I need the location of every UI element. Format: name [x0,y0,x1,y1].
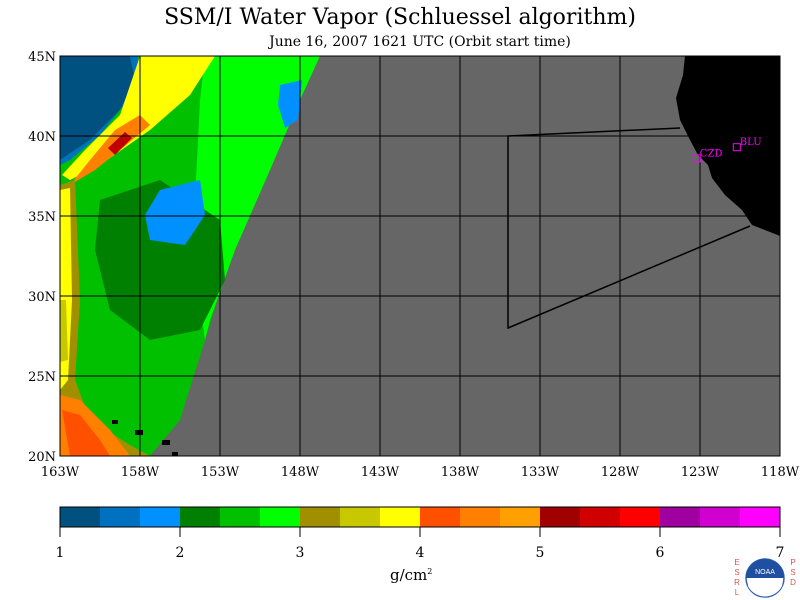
island-2 [135,430,143,435]
colorbar-swatch [380,507,421,527]
colorbar-swatch [580,507,621,527]
lon-label: 153W [201,465,240,480]
island-1 [112,420,118,424]
colorbar-tick-label: 3 [296,545,305,561]
colorbar-swatch [180,507,221,527]
lon-label: 138W [441,465,480,480]
domain-outline [507,127,751,330]
logo-letter: S [734,568,739,577]
colorbar-swatch [420,507,461,527]
lat-label: 20N [28,450,56,465]
colorbar-tick-label: 7 [776,545,785,561]
lon-label: 118W [761,465,800,480]
island-4 [172,452,178,456]
colorbar-swatch [300,507,341,527]
swath-dark-nw [60,56,135,160]
colorbar-swatch [340,507,381,527]
colorbar-swatch [60,507,101,527]
swath-high-edge [195,56,320,340]
colorbar [59,506,781,528]
colorbar-swatch [100,507,141,527]
colorbar-swatch [700,507,741,527]
lat-label: 35N [28,210,56,225]
lon-label: 158W [121,465,160,480]
colorbar-swatch [460,507,501,527]
colorbar-swatch [740,507,781,527]
colorbar-swatch [260,507,301,527]
logo-letter: D [790,578,796,587]
lon-label: 143W [361,465,400,480]
colorbar-swatch [220,507,261,527]
logo-letter: L [735,588,740,597]
station-marker [732,143,741,152]
land-california [676,56,780,236]
colorbar-unit: g/cm2 [390,566,433,584]
lon-label: 123W [681,465,720,480]
island-3 [162,440,170,445]
map-border [59,55,781,457]
colorbar-tick-label: 6 [656,545,665,561]
colorbar-swatch [620,507,661,527]
colorbar-swatch [540,507,581,527]
noaa-emblem-text: NOAA [755,569,775,576]
colorbar-tick-label: 1 [56,545,65,561]
band-red-north [108,132,132,155]
colorbar-swatch [660,507,701,527]
colorbar-tick-label: 4 [416,545,425,561]
lat-label: 45N [28,50,56,65]
band-olive-south [60,300,68,362]
logo-letter: E [734,558,739,567]
lat-label: 30N [28,290,56,305]
station-label: BLU [740,137,762,148]
band-red-south [62,410,110,456]
colorbar-tick-label: 2 [176,545,185,561]
colorbar-swatch [140,507,181,527]
station-marker [692,154,701,163]
station-label: CZD [700,148,723,159]
lon-label: 163W [41,465,80,480]
lon-label: 148W [281,465,320,480]
colorbar-tick-label: 5 [536,545,545,561]
logo-letter: R [734,578,740,587]
lon-label: 133W [521,465,560,480]
swath-blue-patch-2 [278,80,302,128]
page-title: SSM/I Water Vapor (Schluessel algorithm) [164,5,636,30]
logo-letter: P [790,558,795,567]
logo-letter: S [790,568,795,577]
colorbar-swatch [500,507,541,527]
swath-blue-patch-1 [145,180,205,245]
lat-label: 40N [28,130,56,145]
lon-label: 128W [601,465,640,480]
page-subtitle: June 16, 2007 1621 UTC (Orbit start time… [269,34,571,50]
lat-label: 25N [28,370,56,385]
